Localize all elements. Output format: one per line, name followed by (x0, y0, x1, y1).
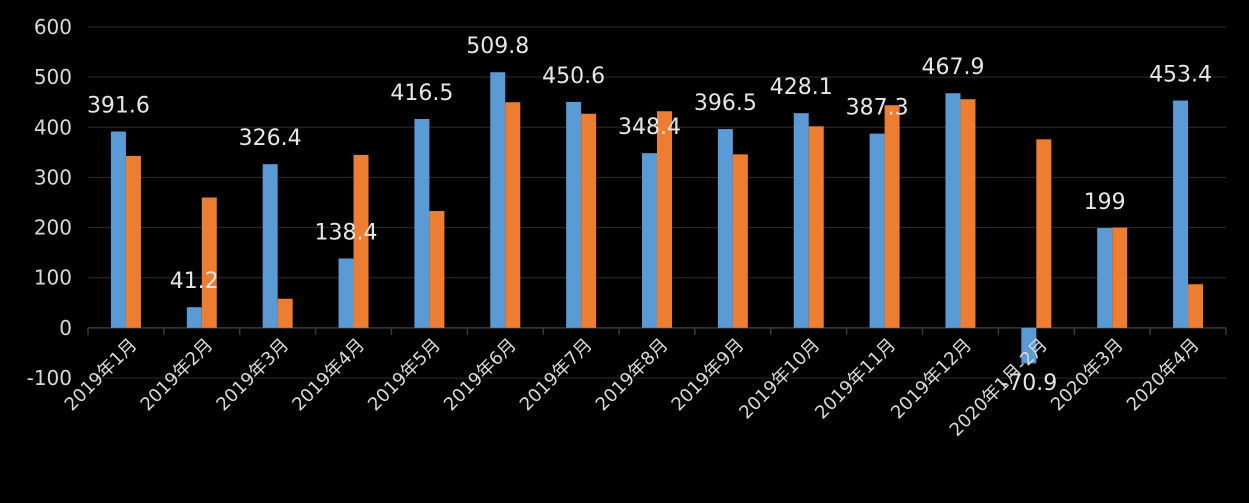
bar-series-1 (1173, 100, 1189, 328)
data-label: 450.6 (542, 64, 605, 89)
bar-series-1 (414, 119, 430, 328)
bar-series-2 (277, 298, 293, 328)
data-label: 509.8 (466, 34, 529, 59)
x-category-label: 2019年4月 (288, 335, 369, 416)
bar-series-2 (201, 197, 217, 328)
data-label: 138.4 (315, 220, 378, 245)
bar-series-2 (657, 111, 672, 328)
y-tick-label: 400 (34, 115, 72, 139)
y-tick-label: 500 (34, 65, 72, 89)
x-category-label: 2019年10月 (735, 335, 824, 424)
x-category-label: 2019年9月 (668, 335, 749, 416)
y-axis: -100 0 100 200 300 400 500 600 (27, 15, 72, 390)
data-label: 326.4 (239, 126, 302, 151)
bar-series-2 (1188, 284, 1204, 328)
x-category-label: 2020年3月 (1047, 335, 1128, 416)
bar-series-2 (353, 154, 369, 328)
bar-series-2 (960, 99, 976, 328)
bar-series-1 (186, 307, 202, 328)
x-category-label: 2020年4月 (1123, 335, 1204, 416)
bar-series-1 (869, 133, 885, 328)
y-tick-label: 200 (34, 216, 72, 240)
data-label: 428.1 (770, 75, 833, 100)
bar-series-1 (642, 153, 657, 328)
bar-series-1 (793, 113, 809, 328)
bar-series-1 (338, 258, 354, 328)
bar-series-1 (1021, 327, 1037, 364)
bar-series-2 (884, 105, 900, 328)
bar-series-1 (717, 129, 733, 328)
bar-series-1 (1097, 228, 1113, 328)
bars (110, 72, 1204, 364)
bar-series-2 (505, 102, 521, 328)
bar-series-1 (262, 164, 278, 328)
y-tick-label: 600 (34, 15, 72, 39)
bar-series-2 (125, 155, 141, 328)
data-label: 199 (1084, 190, 1126, 215)
data-label: 387.3 (846, 96, 909, 121)
data-label: -70.9 (1000, 371, 1057, 396)
data-label: 391.6 (87, 93, 150, 118)
bar-series-1 (490, 72, 506, 328)
bar-series-2 (581, 113, 597, 328)
bar-series-2 (1036, 139, 1052, 328)
bar-series-1 (945, 93, 961, 328)
bar-series-2 (732, 154, 748, 328)
x-category-label: 2019年11月 (811, 335, 900, 424)
data-label: 348.4 (618, 115, 681, 140)
x-category-label: 2019年1月 (61, 335, 142, 416)
bar-series-2 (1112, 227, 1128, 328)
data-label: 416.5 (390, 81, 453, 106)
x-category-label: 2019年7月 (516, 335, 597, 416)
x-category-label: 2019年3月 (212, 335, 293, 416)
y-tick-label: 300 (34, 165, 72, 189)
data-label: 467.9 (921, 55, 984, 80)
bar-series-2 (808, 126, 824, 328)
bar-series-1 (110, 131, 126, 328)
y-tick-label: 100 (34, 266, 72, 290)
data-label: 396.5 (694, 91, 757, 116)
x-category-label: 2019年5月 (364, 335, 445, 416)
bar-series-2 (429, 211, 445, 328)
data-label: 41.2 (170, 269, 219, 294)
data-labels: 391.6 41.2 326.4 138.4 416.5 509.8 450.6 348.4 3… (87, 34, 1212, 396)
y-tick-label: -100 (27, 366, 72, 390)
x-category-label: 2019年2月 (137, 335, 218, 416)
x-category-label: 2019年6月 (440, 335, 521, 416)
data-label: 453.4 (1149, 63, 1212, 88)
y-tick-label: 0 (59, 316, 72, 340)
bar-series-1 (566, 101, 582, 328)
x-category-label: 2019年8月 (592, 335, 673, 416)
